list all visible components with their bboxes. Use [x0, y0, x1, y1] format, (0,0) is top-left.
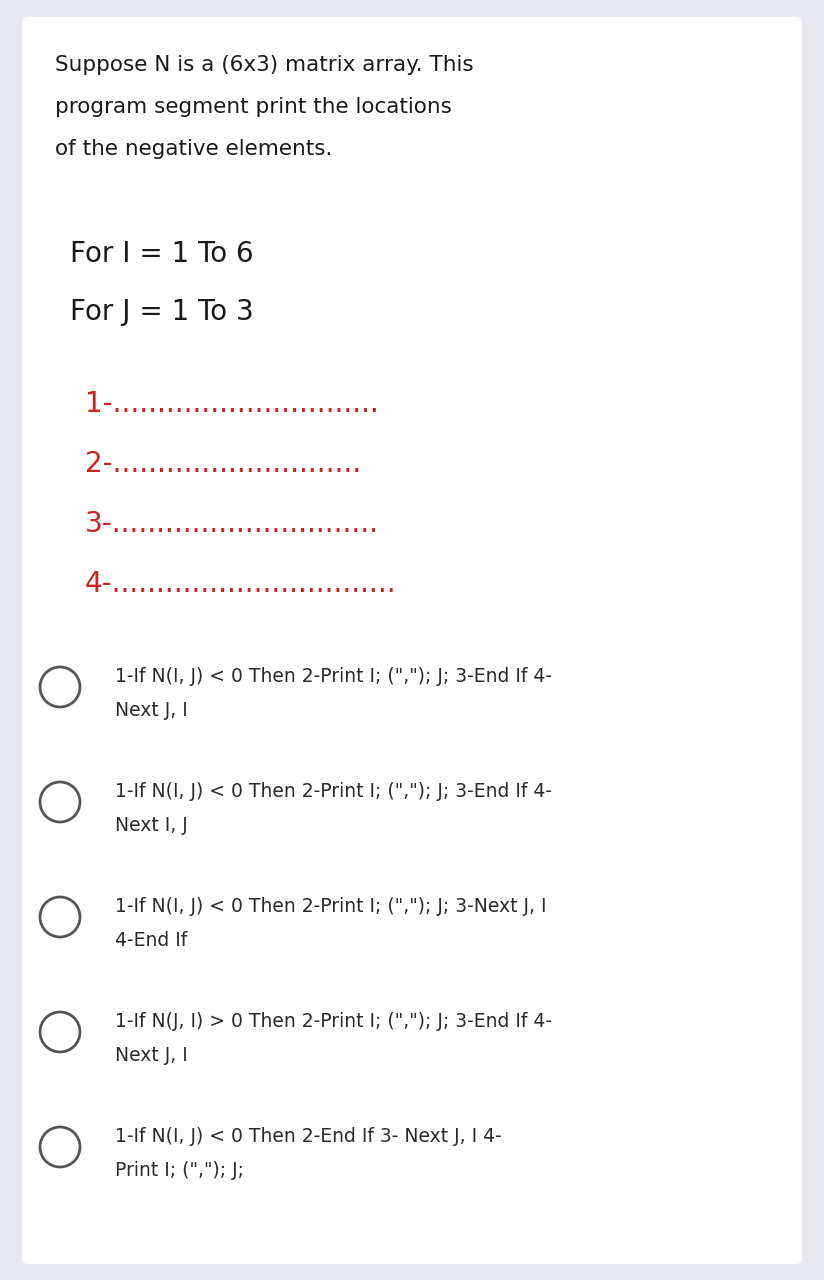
Text: 3-..............................: 3-.............................. — [85, 509, 379, 538]
Text: 4-End If: 4-End If — [115, 931, 187, 950]
Text: of the negative elements.: of the negative elements. — [55, 140, 332, 159]
Text: For I = 1 To 6: For I = 1 To 6 — [70, 241, 254, 268]
Text: 2-............................: 2-............................ — [85, 451, 361, 477]
Text: program segment print the locations: program segment print the locations — [55, 97, 452, 116]
Text: 1-..............................: 1-.............................. — [85, 390, 379, 419]
Text: Next J, I: Next J, I — [115, 1046, 188, 1065]
Text: Suppose N is a (6x3) matrix array. This: Suppose N is a (6x3) matrix array. This — [55, 55, 474, 76]
Text: Next I, J: Next I, J — [115, 817, 188, 835]
Text: 1-If N(I, J) < 0 Then 2-Print I; (","); J; 3-End If 4-: 1-If N(I, J) < 0 Then 2-Print I; (","); … — [115, 667, 552, 686]
Text: For J = 1 To 3: For J = 1 To 3 — [70, 298, 254, 326]
FancyBboxPatch shape — [22, 17, 802, 1265]
Text: 1-If N(I, J) < 0 Then 2-Print I; (","); J; 3-End If 4-: 1-If N(I, J) < 0 Then 2-Print I; (","); … — [115, 782, 552, 801]
Text: 4-................................: 4-................................ — [85, 570, 396, 598]
Text: 1-If N(I, J) < 0 Then 2-End If 3- Next J, I 4-: 1-If N(I, J) < 0 Then 2-End If 3- Next J… — [115, 1126, 502, 1146]
Text: 1-If N(I, J) < 0 Then 2-Print I; (","); J; 3-Next J, I: 1-If N(I, J) < 0 Then 2-Print I; (","); … — [115, 897, 546, 916]
Text: 1-If N(J, I) > 0 Then 2-Print I; (","); J; 3-End If 4-: 1-If N(J, I) > 0 Then 2-Print I; (","); … — [115, 1012, 552, 1030]
Text: Print I; (","); J;: Print I; (","); J; — [115, 1161, 244, 1180]
Text: Next J, I: Next J, I — [115, 701, 188, 719]
